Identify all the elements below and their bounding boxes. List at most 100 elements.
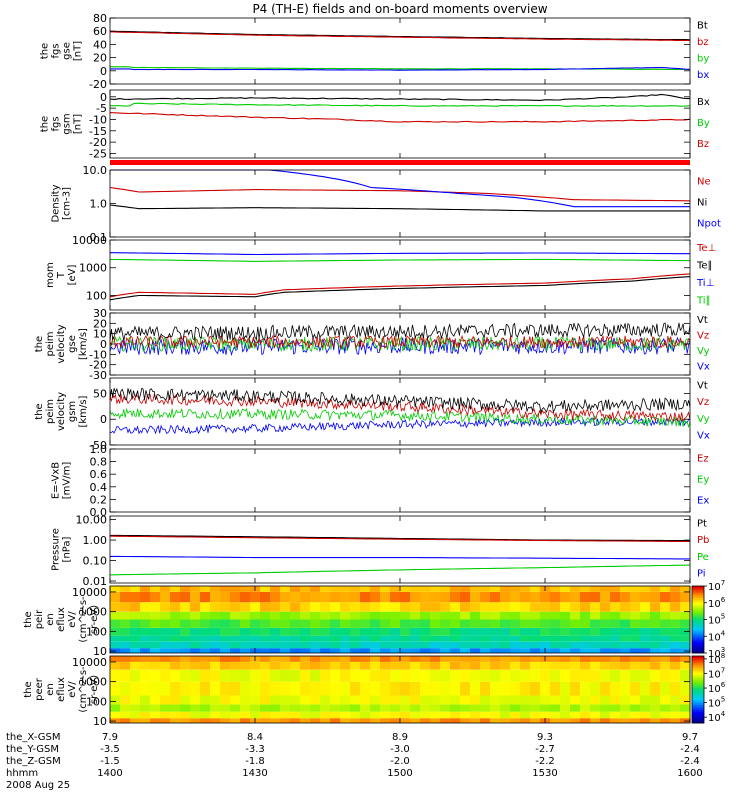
heatmap-cell (160, 669, 171, 682)
heatmap-cell (470, 681, 481, 696)
heatmap-cell (590, 627, 601, 636)
heatmap-cell (620, 619, 631, 628)
heatmap-cell (450, 627, 461, 636)
heatmap-cell (290, 591, 301, 603)
x-axis-value: 1430 (242, 768, 267, 779)
heatmap-cell (590, 681, 601, 696)
heatmap-cell (530, 718, 541, 723)
heatmap-cell (170, 641, 181, 649)
heatmap-cell (260, 619, 271, 628)
heatmap-cell (240, 711, 251, 719)
heatmap-cell (260, 711, 271, 719)
heatmap-cell (190, 704, 201, 712)
heatmap-cell (350, 681, 361, 696)
x-axis-value: -2.0 (390, 756, 410, 767)
heatmap-cell (670, 619, 681, 628)
legend-entry: Te∥ (696, 260, 713, 271)
heatmap-cell (530, 656, 541, 662)
heatmap-cell (240, 656, 251, 662)
y-axis-label-line: [eV] (67, 265, 78, 286)
heatmap-cell (150, 704, 161, 712)
heatmap-cell (250, 669, 261, 682)
heatmap-cell (420, 681, 431, 696)
heatmap-cell (380, 656, 391, 662)
heatmap-cell (130, 586, 141, 592)
heatmap-cell (200, 586, 211, 592)
series-pb-line (110, 535, 690, 543)
heatmap-cell (410, 695, 421, 705)
heatmap-cell (440, 669, 451, 682)
heatmap-cell (330, 602, 341, 612)
heatmap-cell (490, 695, 501, 705)
y-tick-label: -5 (96, 102, 107, 115)
colorbar-segment (692, 674, 704, 677)
heatmap-cell (130, 648, 141, 653)
heatmap-cell (540, 641, 551, 649)
y-axis-label-line: eflux (56, 677, 67, 702)
y-tick-label: 0.8 (90, 456, 108, 469)
heatmap-cell (150, 602, 161, 612)
heatmap-cell (620, 635, 631, 642)
heatmap-cell (190, 661, 201, 670)
heatmap-cell (640, 669, 651, 682)
heatmap-cell (200, 711, 211, 719)
heatmap-cell (650, 619, 661, 628)
heatmap-cell (140, 635, 151, 642)
heatmap-cell (470, 641, 481, 649)
heatmap-cell (530, 602, 541, 612)
heatmap-cell (460, 591, 471, 603)
y-axis-label-line: [nT] (73, 41, 84, 61)
heatmap-cell (380, 718, 391, 723)
legend-entry: Vz (697, 397, 709, 408)
x-axis-value: 1400 (97, 768, 122, 779)
heatmap-cell (580, 619, 591, 628)
heatmap-cell (250, 681, 261, 696)
heatmap-cell (360, 641, 371, 649)
heatmap-cell (480, 648, 491, 653)
heatmap-cell (140, 641, 151, 649)
heatmap-cell (530, 635, 541, 642)
heatmap-cell (420, 711, 431, 719)
heatmap-cell (570, 619, 581, 628)
colorbar-segment (692, 651, 704, 654)
heatmap-cell (600, 591, 611, 603)
heatmap-cell (460, 611, 471, 620)
colorbar-segment (692, 587, 704, 590)
heatmap-cell (470, 718, 481, 723)
heatmap-cell (180, 627, 191, 636)
heatmap-cell (150, 648, 161, 653)
heatmap-cell (180, 635, 191, 642)
heatmap-cell (280, 619, 291, 628)
heatmap-cell (200, 695, 211, 705)
heatmap-cell (560, 669, 571, 682)
heatmap-cell (120, 586, 131, 592)
colorbar-segment (692, 694, 704, 697)
heatmap-cell (330, 591, 341, 603)
heatmap-cell (210, 648, 221, 653)
heatmap-cell (530, 648, 541, 653)
heatmap-cell (570, 635, 581, 642)
heatmap-cell (580, 681, 591, 696)
legend-entry: Ey (697, 475, 709, 486)
heatmap-cell (680, 711, 691, 719)
heatmap-cell (660, 611, 671, 620)
colorbar-segment (692, 699, 704, 702)
heatmap-cell (340, 627, 351, 636)
heatmap-cell (640, 619, 651, 628)
heatmap-cell (390, 611, 401, 620)
heatmap-cell (370, 695, 381, 705)
y-tick-label: 40 (93, 38, 107, 51)
heatmap-cell (670, 635, 681, 642)
heatmap-cell (140, 656, 151, 662)
heatmap-cell (150, 718, 161, 723)
colorbar-segment (692, 592, 704, 595)
heatmap-cell (650, 641, 661, 649)
heatmap-cell (290, 704, 301, 712)
series-vt-line (109, 322, 691, 341)
heatmap-cell (290, 586, 301, 592)
heatmap-cell (400, 648, 411, 653)
heatmap-cell (230, 586, 241, 592)
heatmap-cell (490, 656, 501, 662)
heatmap-cell (270, 635, 281, 642)
